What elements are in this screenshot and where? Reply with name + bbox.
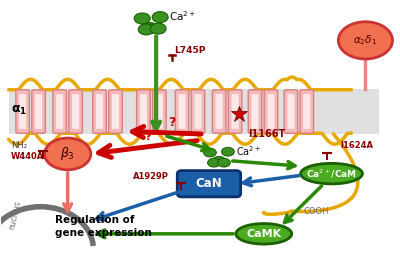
FancyBboxPatch shape bbox=[152, 90, 166, 133]
Text: CaMK: CaMK bbox=[246, 229, 281, 239]
FancyBboxPatch shape bbox=[267, 94, 274, 129]
FancyBboxPatch shape bbox=[300, 90, 314, 133]
FancyBboxPatch shape bbox=[19, 94, 26, 129]
FancyBboxPatch shape bbox=[264, 90, 278, 133]
Text: W440A: W440A bbox=[11, 152, 44, 161]
Text: NH₂: NH₂ bbox=[11, 141, 27, 150]
FancyBboxPatch shape bbox=[284, 90, 298, 133]
FancyBboxPatch shape bbox=[178, 94, 186, 129]
Text: Ca$^{2+}$: Ca$^{2+}$ bbox=[236, 144, 261, 158]
Circle shape bbox=[152, 12, 168, 23]
FancyBboxPatch shape bbox=[35, 94, 42, 129]
Text: ?: ? bbox=[168, 116, 176, 129]
FancyBboxPatch shape bbox=[191, 90, 205, 133]
FancyBboxPatch shape bbox=[287, 94, 294, 129]
Circle shape bbox=[338, 22, 392, 59]
Text: nucleus: nucleus bbox=[8, 200, 23, 231]
Text: $\beta_3$: $\beta_3$ bbox=[60, 145, 75, 162]
Circle shape bbox=[204, 148, 216, 157]
FancyBboxPatch shape bbox=[303, 94, 310, 129]
Text: I1166T: I1166T bbox=[248, 129, 285, 139]
FancyBboxPatch shape bbox=[9, 89, 379, 134]
FancyBboxPatch shape bbox=[232, 94, 239, 129]
Circle shape bbox=[44, 138, 91, 170]
Circle shape bbox=[150, 23, 166, 34]
Text: Regulation of
gene expression: Regulation of gene expression bbox=[54, 215, 151, 238]
Text: A1929P: A1929P bbox=[134, 172, 169, 181]
Circle shape bbox=[218, 158, 230, 167]
FancyBboxPatch shape bbox=[112, 94, 119, 129]
FancyBboxPatch shape bbox=[56, 94, 63, 129]
FancyBboxPatch shape bbox=[69, 90, 82, 133]
FancyBboxPatch shape bbox=[96, 94, 103, 129]
FancyBboxPatch shape bbox=[53, 90, 66, 133]
FancyBboxPatch shape bbox=[248, 90, 262, 133]
FancyBboxPatch shape bbox=[140, 94, 147, 129]
Circle shape bbox=[138, 24, 154, 35]
Text: Ca$^{2+}$: Ca$^{2+}$ bbox=[169, 9, 196, 23]
Text: $\alpha_2\delta_1$: $\alpha_2\delta_1$ bbox=[353, 34, 378, 47]
FancyBboxPatch shape bbox=[212, 90, 226, 133]
FancyBboxPatch shape bbox=[252, 94, 258, 129]
FancyBboxPatch shape bbox=[156, 94, 163, 129]
FancyBboxPatch shape bbox=[32, 90, 45, 133]
Text: CaN: CaN bbox=[195, 177, 222, 190]
Text: L745P: L745P bbox=[174, 46, 206, 55]
Circle shape bbox=[222, 147, 234, 156]
FancyBboxPatch shape bbox=[194, 94, 202, 129]
Ellipse shape bbox=[236, 224, 292, 244]
Circle shape bbox=[134, 13, 150, 24]
Circle shape bbox=[213, 156, 226, 165]
Text: ?: ? bbox=[144, 130, 152, 143]
FancyBboxPatch shape bbox=[93, 90, 106, 133]
FancyBboxPatch shape bbox=[109, 90, 122, 133]
FancyBboxPatch shape bbox=[72, 94, 79, 129]
FancyBboxPatch shape bbox=[216, 94, 223, 129]
Circle shape bbox=[142, 23, 158, 34]
FancyBboxPatch shape bbox=[175, 90, 189, 133]
Text: I1624A: I1624A bbox=[341, 141, 374, 150]
Circle shape bbox=[208, 158, 220, 167]
FancyBboxPatch shape bbox=[228, 90, 242, 133]
Text: $\mathbf{\alpha_1}$: $\mathbf{\alpha_1}$ bbox=[11, 104, 27, 117]
Text: COOH: COOH bbox=[304, 207, 329, 216]
FancyBboxPatch shape bbox=[137, 90, 150, 133]
Ellipse shape bbox=[301, 163, 362, 184]
Text: Ca$^{2+}$/CaM: Ca$^{2+}$/CaM bbox=[306, 167, 357, 180]
FancyBboxPatch shape bbox=[16, 90, 29, 133]
FancyBboxPatch shape bbox=[177, 170, 241, 197]
